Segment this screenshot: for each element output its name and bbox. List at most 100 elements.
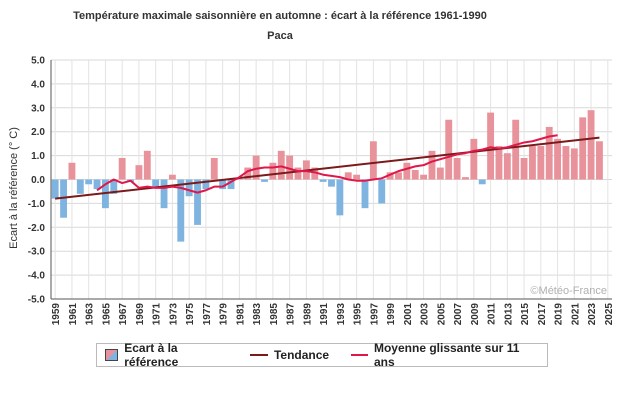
chart-subtitle: Paca bbox=[267, 30, 293, 42]
x-tick-label: 1965 bbox=[101, 303, 112, 326]
bar-1964 bbox=[93, 179, 101, 190]
x-tick-label: 2003 bbox=[420, 303, 431, 326]
y-tick-label: 3.0 bbox=[31, 103, 45, 114]
legend-item-trend: Tendance bbox=[249, 348, 329, 362]
bar-1986 bbox=[277, 150, 285, 180]
bar-2021 bbox=[570, 148, 578, 180]
bar-1970 bbox=[143, 150, 151, 180]
bar-1983 bbox=[252, 155, 260, 180]
y-tick-label: 4.0 bbox=[31, 79, 45, 90]
x-tick-label: 1995 bbox=[353, 303, 364, 326]
bar-2004 bbox=[428, 150, 436, 180]
bar-1971 bbox=[152, 179, 160, 187]
bar-1999 bbox=[386, 172, 394, 180]
bar-1981 bbox=[235, 179, 243, 180]
bar-1996 bbox=[361, 179, 369, 209]
bar-2001 bbox=[403, 162, 411, 180]
x-tick-label: 1987 bbox=[286, 303, 297, 326]
bar-2000 bbox=[395, 172, 402, 180]
x-tick-label: 1977 bbox=[202, 303, 213, 326]
bar-2020 bbox=[562, 146, 570, 180]
y-tick-label: 2.0 bbox=[31, 127, 45, 138]
y-tick-label: -3.0 bbox=[28, 247, 46, 258]
bar-2016 bbox=[529, 146, 536, 180]
bar-2023 bbox=[587, 110, 595, 180]
y-tick-label: 0.0 bbox=[31, 175, 45, 186]
x-tick-label: 1959 bbox=[51, 303, 62, 326]
y-tick-label: -4.0 bbox=[28, 271, 46, 282]
bar-2022 bbox=[579, 117, 587, 180]
legend-label-moving-average: Moyenne glissante sur 11 ans bbox=[373, 341, 520, 369]
legend-item-moving-average: Moyenne glissante sur 11 ans bbox=[351, 341, 533, 369]
bar-1980 bbox=[227, 179, 235, 190]
watermark-text: ©Météo-France bbox=[530, 285, 607, 297]
bar-2007 bbox=[453, 157, 461, 180]
bar-2018 bbox=[545, 126, 553, 180]
bar-1967 bbox=[118, 157, 126, 180]
bar-2006 bbox=[445, 119, 453, 180]
legend-label-bars: Ecart à la référence bbox=[124, 341, 179, 369]
bar-1977 bbox=[202, 179, 210, 190]
x-tick-label: 2013 bbox=[503, 303, 514, 326]
bar-1961 bbox=[68, 162, 76, 180]
x-tick-label: 1971 bbox=[152, 303, 163, 326]
x-tick-label: 2007 bbox=[453, 303, 464, 326]
bar-1973 bbox=[168, 174, 176, 180]
bar-1995 bbox=[353, 174, 361, 180]
legend-trend-swatch bbox=[249, 354, 268, 356]
bar-1959 bbox=[51, 179, 59, 199]
bar-1992 bbox=[328, 179, 335, 187]
bar-1985 bbox=[269, 162, 277, 180]
x-tick-label: 1989 bbox=[302, 303, 313, 326]
bar-1994 bbox=[344, 172, 352, 180]
y-tick-label: 5.0 bbox=[31, 56, 45, 67]
x-tick-label: 1983 bbox=[252, 303, 263, 326]
x-tick-label: 1981 bbox=[235, 303, 246, 326]
x-tick-label: 2005 bbox=[436, 303, 447, 326]
x-tick-label: 1993 bbox=[336, 303, 347, 326]
bar-1987 bbox=[286, 155, 294, 180]
x-tick-label: 2021 bbox=[570, 303, 581, 326]
bar-1998 bbox=[378, 179, 386, 204]
bar-1969 bbox=[135, 165, 143, 180]
x-tick-label: 1985 bbox=[269, 303, 280, 326]
bar-2008 bbox=[462, 177, 469, 180]
x-tick-label: 1963 bbox=[85, 303, 96, 326]
bar-1963 bbox=[85, 179, 93, 185]
x-tick-label: 2025 bbox=[604, 303, 615, 326]
x-tick-label: 2001 bbox=[403, 303, 414, 326]
bar-2005 bbox=[436, 167, 444, 180]
bar-2002 bbox=[411, 169, 419, 180]
axes-group: 5.0 4.0 3.0 2.0 1.0 0.0 -1.0 -2.0 -3.0 -4.0 -5.0 19… bbox=[28, 56, 615, 326]
x-tick-label: 1979 bbox=[219, 303, 230, 326]
x-tick-label: 2009 bbox=[470, 303, 481, 326]
bar-2024 bbox=[596, 141, 603, 180]
bar-1979 bbox=[219, 179, 227, 190]
bar-1984 bbox=[261, 179, 268, 182]
lines-group bbox=[55, 134, 600, 200]
bar-2012 bbox=[495, 146, 503, 180]
bar-1972 bbox=[160, 179, 168, 209]
bar-1975 bbox=[185, 179, 193, 197]
bar-2017 bbox=[537, 146, 545, 180]
x-tick-label: 2017 bbox=[537, 303, 548, 326]
bar-1976 bbox=[194, 179, 201, 225]
chart-plot: 5.0 4.0 3.0 2.0 1.0 0.0 -1.0 -2.0 -3.0 -4.0 -5.0 19… bbox=[8, 56, 615, 326]
x-tick-label: 1997 bbox=[369, 303, 380, 326]
x-tick-label: 1967 bbox=[118, 303, 129, 326]
bar-2009 bbox=[470, 138, 478, 180]
bar-1997 bbox=[369, 141, 377, 180]
legend-ma-swatch bbox=[351, 354, 368, 356]
x-tick-label: 1969 bbox=[135, 303, 146, 326]
bar-2015 bbox=[520, 157, 528, 180]
bar-1974 bbox=[177, 179, 185, 242]
x-tick-label: 1991 bbox=[319, 303, 330, 326]
x-tick-label: 2019 bbox=[554, 303, 565, 326]
x-tick-label: 1999 bbox=[386, 303, 397, 326]
bar-2014 bbox=[512, 119, 520, 180]
x-tick-label: 1961 bbox=[68, 303, 79, 326]
legend-bar-swatch bbox=[105, 349, 119, 361]
bar-2011 bbox=[487, 112, 495, 180]
x-tick-label: 1975 bbox=[185, 303, 196, 326]
chart-legend: Ecart à la référence Tendance Moyenne gl… bbox=[96, 341, 548, 369]
